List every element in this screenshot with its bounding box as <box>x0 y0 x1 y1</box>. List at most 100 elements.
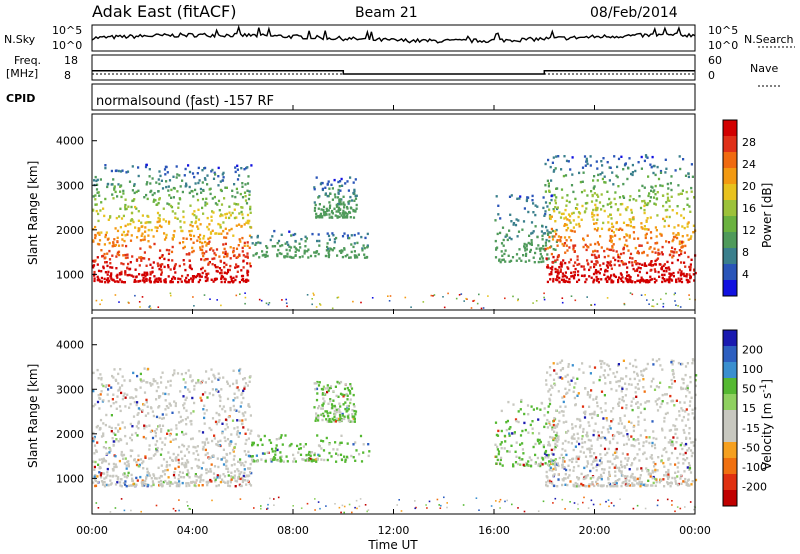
scatter-cell <box>203 412 206 415</box>
scatter-cell <box>613 483 616 486</box>
scatter-cell <box>599 473 603 477</box>
scatter-cell <box>602 221 605 225</box>
scatter-cell <box>665 167 668 170</box>
scatter-cell <box>220 232 223 235</box>
scatter-cell <box>92 404 95 408</box>
scatter-cell <box>178 421 181 424</box>
scatter-cell <box>227 268 230 272</box>
scatter-cell <box>647 479 650 482</box>
scatter-cell <box>118 405 122 408</box>
scatter-cell <box>172 473 176 477</box>
scatter-cell <box>237 203 240 206</box>
scatter-cell <box>582 484 585 487</box>
scatter-cell <box>684 442 688 446</box>
scatter-cell <box>688 432 691 435</box>
scatter-cell <box>631 462 634 465</box>
scatter-cell <box>577 211 581 214</box>
scatter-cell <box>226 480 229 483</box>
scatter-cell <box>628 484 631 487</box>
scatter-cell <box>650 189 653 192</box>
scatter-cell <box>430 294 433 297</box>
scatter-cell <box>361 247 364 250</box>
scatter-cell <box>104 459 107 462</box>
scatter-cell <box>349 383 352 386</box>
scatter-cell <box>529 242 532 246</box>
scatter-cell <box>665 215 668 219</box>
scatter-cell <box>523 245 526 248</box>
scatter-cell <box>569 239 573 242</box>
scatter-cell <box>602 484 605 487</box>
scatter-cell <box>274 447 278 450</box>
scatter-cell <box>356 256 359 259</box>
scatter-cell <box>559 268 562 271</box>
scatter-cell <box>557 272 560 275</box>
scatter-cell <box>644 234 647 237</box>
scatter-cell <box>225 255 228 258</box>
scatter-cell <box>326 420 329 423</box>
scatter-cell <box>237 477 240 480</box>
scatter-cell <box>211 168 214 172</box>
scatter-cell <box>667 187 670 190</box>
scatter-cell <box>255 252 258 255</box>
scatter-cell <box>593 413 596 416</box>
scatter-cell <box>609 236 612 240</box>
scatter-cell <box>588 413 592 416</box>
cpid-label: CPID <box>6 92 35 105</box>
scatter-cell <box>144 278 147 281</box>
scatter-cell <box>190 481 193 484</box>
scatter-cell <box>546 426 549 429</box>
scatter-cell <box>209 192 212 196</box>
scatter-cell <box>230 433 233 436</box>
scatter-cell <box>145 183 148 186</box>
scatter-cell <box>342 201 345 204</box>
scatter-cell <box>92 431 95 435</box>
scatter-cell <box>159 277 162 281</box>
scatter-cell <box>510 259 513 263</box>
scatter-cell <box>588 448 591 452</box>
scatter-cell <box>196 445 199 448</box>
scatter-cell <box>627 224 630 227</box>
scatter-cell <box>551 235 554 238</box>
scatter-cell <box>217 484 220 487</box>
scatter-cell <box>112 279 115 282</box>
scatter-cell <box>315 417 318 420</box>
scatter-cell <box>549 373 552 377</box>
scatter-cell <box>188 185 191 189</box>
scatter-cell <box>286 252 289 255</box>
scatter-cell <box>343 455 346 458</box>
scatter-cell <box>241 476 244 480</box>
scatter-cell <box>219 439 222 442</box>
scatter-cell <box>306 294 309 296</box>
scatter-cell <box>628 198 631 202</box>
scatter-cell <box>317 406 320 410</box>
scatter-cell <box>354 506 356 509</box>
scatter-cell <box>171 411 174 414</box>
scatter-cell <box>236 178 240 181</box>
scatter-cell <box>246 166 249 169</box>
scatter-cell <box>680 214 683 217</box>
scatter-cell <box>220 271 223 275</box>
scatter-cell <box>144 414 147 417</box>
scatter-cell <box>597 434 600 437</box>
scatter-cell <box>95 179 98 183</box>
scatter-cell <box>619 213 622 216</box>
scatter-cell <box>614 375 617 378</box>
scatter-cell <box>342 195 345 198</box>
scatter-cell <box>273 229 276 233</box>
scatter-cell <box>592 208 595 212</box>
scatter-cell <box>536 456 539 460</box>
scatter-cell <box>666 208 669 212</box>
scatter-cell <box>548 366 552 369</box>
scatter-cell <box>238 410 241 413</box>
scatter-cell <box>313 251 316 254</box>
scatter-cell <box>144 165 148 169</box>
scatter-cell <box>343 206 346 209</box>
scatter-cell <box>655 403 659 406</box>
scatter-cell <box>214 253 217 257</box>
scatter-cell <box>345 410 348 413</box>
scatter-cell <box>554 438 557 442</box>
scatter-cell <box>182 210 185 213</box>
scatter-cell <box>547 390 550 393</box>
scatter-cell <box>163 232 166 235</box>
scatter-cell <box>596 404 599 408</box>
